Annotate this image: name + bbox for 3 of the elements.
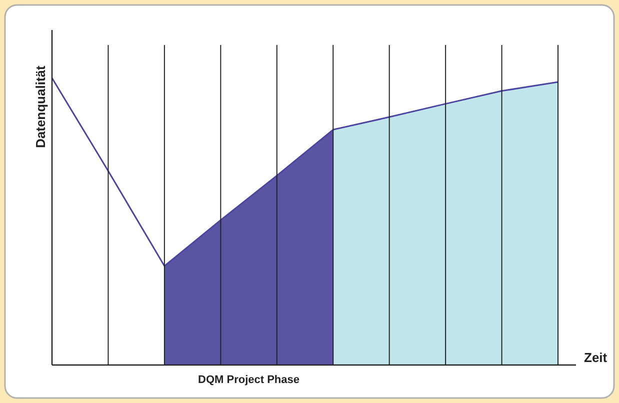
x-axis-title: Zeit <box>584 350 608 365</box>
y-axis-title: Datenqualität <box>33 64 48 148</box>
text: DQM Project Phase <box>198 374 300 386</box>
